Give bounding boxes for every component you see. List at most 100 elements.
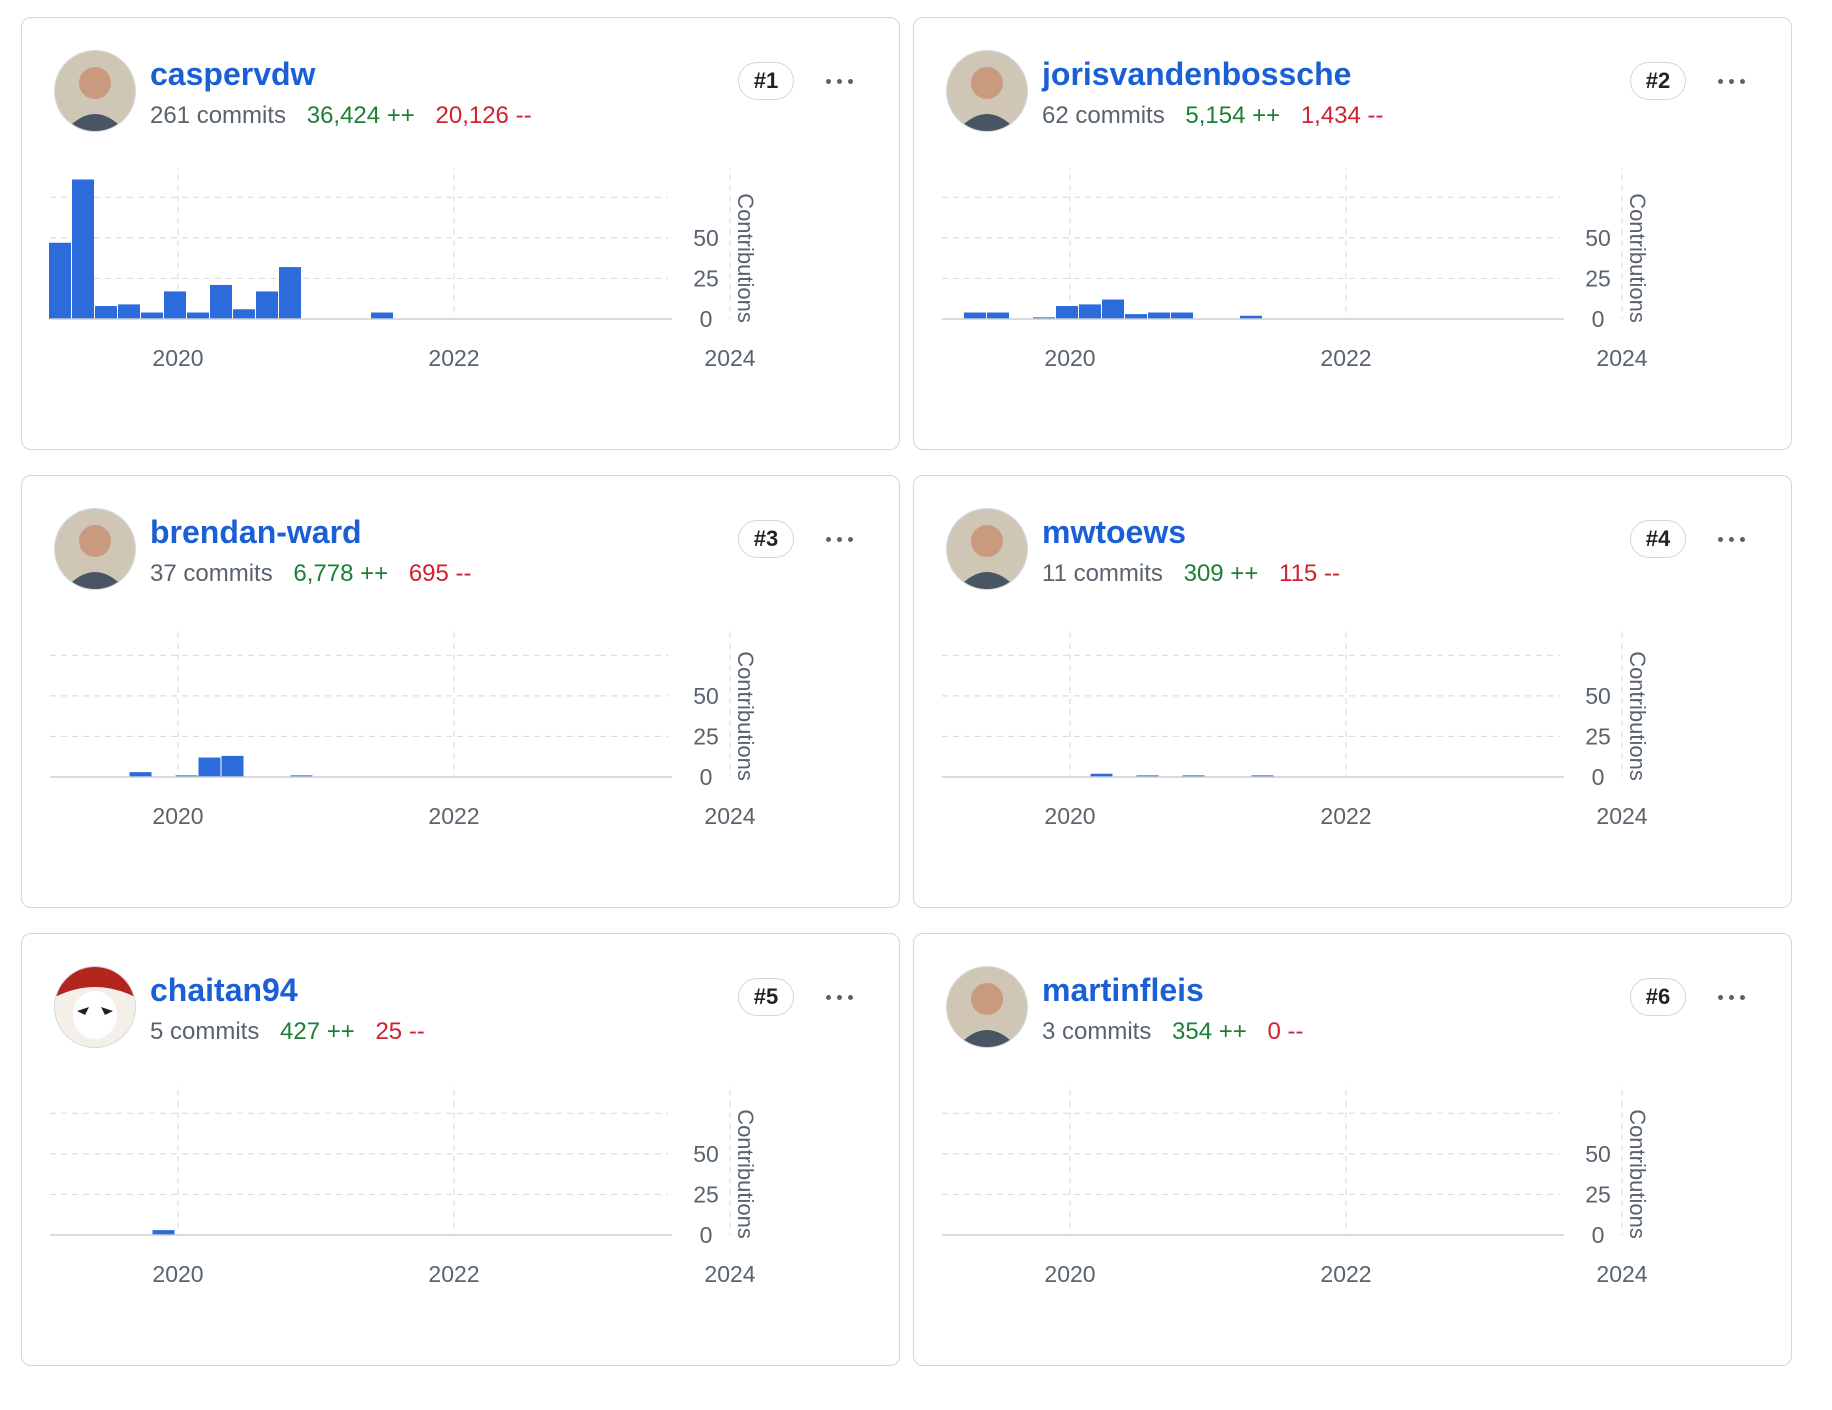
dot-icon [1717, 994, 1723, 1000]
x-tick-label: 2020 [1044, 345, 1095, 371]
rank-badge: #4 [1630, 520, 1686, 558]
dot-icon [836, 78, 842, 84]
additions-count: 309 ++ [1183, 560, 1259, 587]
dot-icon [1717, 78, 1723, 84]
commits-count-link[interactable]: 11 commits [1042, 560, 1163, 587]
avatar[interactable] [54, 50, 136, 132]
contribution-bar[interactable] [198, 757, 221, 777]
contribution-bar[interactable] [1251, 775, 1274, 777]
contributor-stats: 37 commits 6,778 ++ 695 -- [150, 560, 472, 588]
dot-icon [1728, 994, 1734, 1000]
more-options-button[interactable] [1707, 64, 1755, 98]
contributor-login-link[interactable]: martinfleis [1042, 972, 1204, 1008]
contribution-bar[interactable] [210, 284, 232, 319]
x-tick-label: 2020 [1044, 803, 1095, 829]
contribution-bar[interactable] [141, 312, 163, 319]
contribution-bar[interactable] [152, 1230, 175, 1235]
commits-count-link[interactable]: 37 commits [150, 560, 273, 587]
contribution-bar[interactable] [164, 291, 186, 319]
x-tick-label: 2020 [152, 1261, 203, 1287]
contribution-bar[interactable] [371, 312, 393, 319]
deletions-count: 1,434 -- [1300, 102, 1384, 129]
person-avatar-icon [55, 51, 135, 131]
contribution-bar[interactable] [1102, 299, 1124, 319]
contribution-bar[interactable] [1136, 775, 1159, 777]
avatar[interactable] [946, 508, 1028, 590]
dot-icon [1728, 536, 1734, 542]
contribution-bar[interactable] [1125, 314, 1147, 319]
contribution-bar[interactable] [118, 304, 140, 319]
additions-count: 354 ++ [1172, 1018, 1247, 1045]
y-tick-label: 25 [1585, 265, 1611, 291]
more-options-button[interactable] [815, 64, 863, 98]
contribution-bar[interactable] [1033, 317, 1055, 319]
contribution-bar[interactable] [72, 179, 94, 319]
contribution-bar[interactable] [279, 267, 301, 319]
deletions-count: 0 -- [1267, 1018, 1304, 1045]
dot-icon [836, 536, 842, 542]
contribution-bar[interactable] [95, 306, 117, 319]
dot-icon [825, 78, 831, 84]
contribution-bar[interactable] [233, 309, 255, 319]
contributor-login-link[interactable]: mwtoews [1042, 514, 1187, 550]
contributions-chart: 2020 2022 2024 0 25 50 Contributions [942, 168, 1650, 371]
commits-count-link[interactable]: 5 commits [150, 1018, 260, 1045]
contribution-bar[interactable] [256, 291, 278, 319]
y-tick-label: 50 [693, 683, 719, 709]
person-avatar-icon [55, 509, 135, 589]
y-tick-label: 25 [1585, 723, 1611, 749]
contribution-bar[interactable] [1148, 312, 1170, 319]
contribution-bar[interactable] [1171, 312, 1193, 319]
contribution-bar[interactable] [1090, 773, 1113, 777]
commits-count-link[interactable]: 261 commits [150, 102, 287, 129]
avatar[interactable] [946, 966, 1028, 1048]
contribution-bar[interactable] [187, 312, 209, 319]
contributions-chart: 2020 2022 2024 0 25 50 Contributions [942, 1084, 1650, 1287]
x-tick-label: 2022 [428, 345, 479, 371]
y-tick-label: 50 [1585, 225, 1611, 251]
contribution-bar[interactable] [964, 312, 986, 319]
contribution-bar[interactable] [1240, 315, 1262, 319]
y-tick-label: 0 [1592, 764, 1605, 790]
dot-icon [1739, 78, 1745, 84]
contributor-login-link[interactable]: caspervdw [150, 56, 316, 92]
y-tick-label: 50 [693, 225, 719, 251]
x-tick-label: 2024 [704, 1261, 755, 1287]
contribution-bar[interactable] [49, 242, 71, 319]
masked-character-avatar-icon [55, 967, 135, 1047]
additions-count: 5,154 ++ [1185, 102, 1281, 129]
contributor-stats: 62 commits 5,154 ++ 1,434 -- [1042, 102, 1384, 130]
more-options-button[interactable] [1707, 522, 1755, 556]
commits-count-link[interactable]: 62 commits [1042, 102, 1165, 129]
more-options-button[interactable] [815, 522, 863, 556]
dot-icon [847, 536, 853, 542]
x-tick-label: 2022 [428, 1261, 479, 1287]
avatar[interactable] [54, 966, 136, 1048]
dot-icon [1739, 994, 1745, 1000]
contributor-login-link[interactable]: chaitan94 [150, 972, 298, 1008]
contribution-bar[interactable] [129, 772, 152, 777]
additions-count: 427 ++ [280, 1018, 355, 1045]
y-tick-label: 0 [700, 1222, 713, 1248]
contribution-bar[interactable] [987, 312, 1009, 319]
contributor-card: jorisvandenbossche 62 commits 5,154 ++ 1… [913, 17, 1792, 450]
contributor-login-link[interactable]: brendan-ward [150, 514, 362, 550]
contributor-login-link[interactable]: jorisvandenbossche [1042, 56, 1352, 92]
avatar[interactable] [54, 508, 136, 590]
contributor-card: brendan-ward 37 commits 6,778 ++ 695 -- … [21, 475, 900, 908]
commits-count-link[interactable]: 3 commits [1042, 1018, 1152, 1045]
contributor-card: caspervdw 261 commits 36,424 ++ 20,126 -… [21, 17, 900, 450]
contribution-bar[interactable] [290, 775, 313, 777]
contribution-bar[interactable] [221, 755, 244, 777]
contribution-bar[interactable] [1182, 775, 1205, 777]
more-options-button[interactable] [1707, 980, 1755, 1014]
person-avatar-icon [947, 51, 1027, 131]
y-axis-label: Contributions [1625, 1109, 1650, 1239]
contribution-bar[interactable] [1056, 306, 1078, 319]
contribution-bar[interactable] [175, 775, 198, 777]
more-options-button[interactable] [815, 980, 863, 1014]
contributor-card: chaitan94 5 commits 427 ++ 25 -- #5 2020… [21, 933, 900, 1366]
avatar[interactable] [946, 50, 1028, 132]
y-axis-label: Contributions [733, 651, 758, 781]
contribution-bar[interactable] [1079, 304, 1101, 319]
